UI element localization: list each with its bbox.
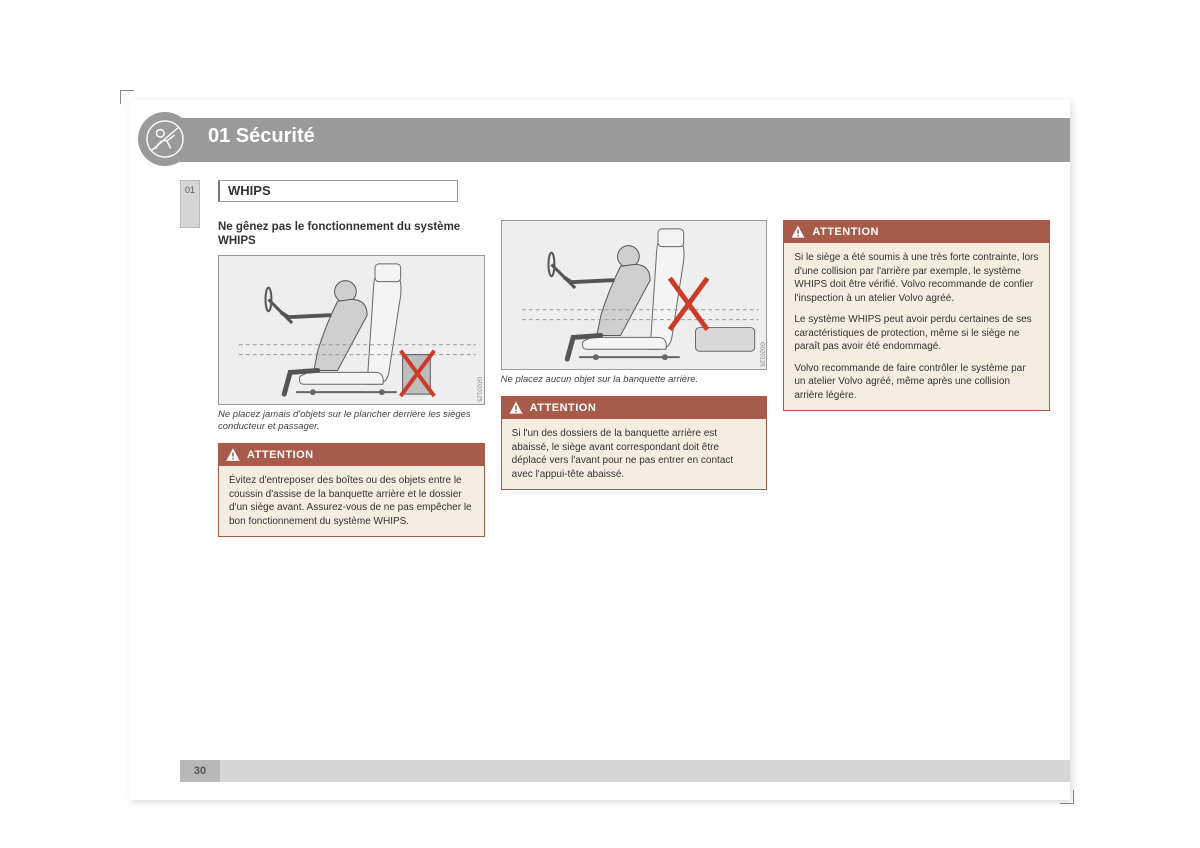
warning-header-3: ATTENTION bbox=[784, 221, 1049, 243]
warning-triangle-icon bbox=[790, 224, 806, 240]
warning-header-2: ATTENTION bbox=[502, 397, 767, 419]
warning-text-1: Évitez d'entreposer des boîtes ou des ob… bbox=[229, 474, 474, 528]
side-chapter-tab: 01 bbox=[180, 180, 200, 228]
content-columns: Ne gênez pas le fonctionnement du systèm… bbox=[218, 220, 1050, 545]
warning-label-1: ATTENTION bbox=[247, 449, 314, 461]
warning-3-p3: Volvo recommande de faire contrôler le s… bbox=[794, 362, 1039, 403]
section-title: WHIPS bbox=[218, 180, 458, 202]
warning-header-1: ATTENTION bbox=[219, 444, 484, 466]
warning-triangle-icon bbox=[508, 400, 524, 416]
caption-2: Ne placez aucun objet sur la banquette a… bbox=[501, 374, 768, 386]
image-credit-2: G020126 bbox=[758, 342, 764, 367]
warning-body-2: Si l'un des dossiers de la banquette arr… bbox=[502, 419, 767, 489]
chapter-icon bbox=[138, 112, 192, 166]
warning-box-3: ATTENTION Si le siège a été soumis à une… bbox=[783, 220, 1050, 411]
column-1: Ne gênez pas le fonctionnement du systèm… bbox=[218, 220, 485, 545]
col1-subheading: Ne gênez pas le fonctionnement du systèm… bbox=[218, 220, 485, 249]
illustration-floor-object: G020125 bbox=[218, 255, 485, 405]
warning-triangle-icon bbox=[225, 447, 241, 463]
warning-label-3: ATTENTION bbox=[812, 226, 879, 238]
caption-1: Ne placez jamais d'objets sur le planche… bbox=[218, 409, 485, 434]
column-3: ATTENTION Si le siège a été soumis à une… bbox=[783, 220, 1050, 545]
warning-3-p2: Le système WHIPS peut avoir perdu certai… bbox=[794, 313, 1039, 354]
warning-label-2: ATTENTION bbox=[530, 402, 597, 414]
warning-box-1: ATTENTION Évitez d'entreposer des boîtes… bbox=[218, 443, 485, 537]
warning-body-3: Si le siège a été soumis à une très fort… bbox=[784, 243, 1049, 410]
image-credit-1: G020125 bbox=[476, 377, 482, 402]
chapter-title: 01 Sécurité bbox=[208, 125, 315, 148]
warning-box-2: ATTENTION Si l'un des dossiers de la ban… bbox=[501, 396, 768, 490]
column-2: G020126 Ne placez aucun objet sur la ban… bbox=[501, 220, 768, 545]
footer-bar bbox=[180, 760, 1070, 782]
page-number: 30 bbox=[180, 760, 220, 782]
manual-page: 01 Sécurité 01 WHIPS Ne gênez pas le fon… bbox=[130, 100, 1070, 800]
illustration-rear-seat-object: G020126 bbox=[501, 220, 768, 370]
warning-3-p1: Si le siège a été soumis à une très fort… bbox=[794, 251, 1039, 305]
warning-text-2: Si l'un des dossiers de la banquette arr… bbox=[512, 427, 757, 481]
warning-body-1: Évitez d'entreposer des boîtes ou des ob… bbox=[219, 466, 484, 536]
